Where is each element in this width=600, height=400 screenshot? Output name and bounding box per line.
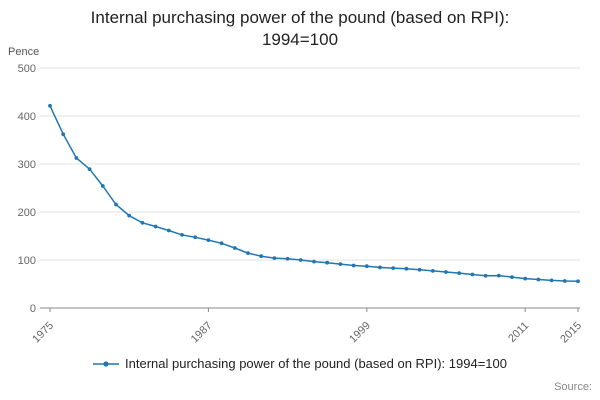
data-point [523,276,528,281]
data-point [338,262,343,266]
y-tick-label: 0 [30,303,36,315]
data-point [61,132,66,137]
data-point [417,267,422,272]
chart-title-line2: 1994=100 [261,30,339,50]
data-point [259,254,264,259]
data-point [510,275,514,279]
data-point [87,167,92,171]
data-point [549,278,554,283]
x-tick-label: 1975 [30,320,56,346]
x-tick-label: 2015 [558,320,584,346]
data-point [166,228,171,233]
y-tick-labels: 0 100 200 300 400 500 [18,63,36,315]
data-point [312,259,316,264]
data-point [272,256,277,260]
legend-label: Internal purchasing power of the pound (… [125,356,507,371]
data-point [496,273,501,278]
y-tick-label: 200 [18,207,36,219]
data-point [232,246,237,250]
chart-title-line1: Internal purchasing power of the pound (… [90,8,510,27]
data-line [49,105,579,283]
data-point [246,251,250,256]
data-point [140,220,145,225]
x-tick-labels: 1975 1987 1999 2011 2015 [30,320,584,346]
data-point [536,277,541,282]
gridlines [40,67,580,261]
y-tick-label: 500 [18,63,36,75]
data-point [483,273,488,278]
data-point [114,202,118,207]
x-tick-label: 2011 [506,320,531,345]
legend-marker-icon [93,360,120,367]
data-point [74,156,79,160]
data-point [180,233,184,237]
data-point [153,224,158,229]
x-tick-label: 1999 [347,320,373,346]
data-point [430,269,435,273]
data-point [206,238,211,243]
data-point [127,213,132,218]
source-label: Source: [554,381,592,393]
data-point [364,264,369,269]
data-point [285,256,290,261]
data-point [100,184,105,188]
data-point [193,235,198,240]
data-point [325,260,330,265]
data-point [391,266,396,270]
y-axis-unit-label: Pence [8,46,40,58]
y-tick-label: 400 [18,111,36,123]
data-point [562,279,567,283]
y-tick-label: 300 [18,159,36,171]
data-points [48,103,580,284]
data-point [351,263,356,268]
chart-title: Internal purchasing power of the pound (… [0,7,600,52]
data-point [48,103,52,108]
data-point [444,270,448,274]
x-tick-label: 1987 [189,320,215,346]
data-point [298,258,303,262]
data-point [470,272,475,277]
data-point [576,279,580,284]
line-chart: 0 100 200 300 400 500 1975 1987 1999 2011 2015 [18,63,584,346]
data-point [404,266,409,271]
legend: Internal purchasing power of the pound (… [0,356,600,371]
y-tick-label: 100 [18,255,36,267]
x-axis [40,307,580,312]
data-point [378,265,382,270]
data-point [457,271,462,275]
data-point [219,241,224,246]
